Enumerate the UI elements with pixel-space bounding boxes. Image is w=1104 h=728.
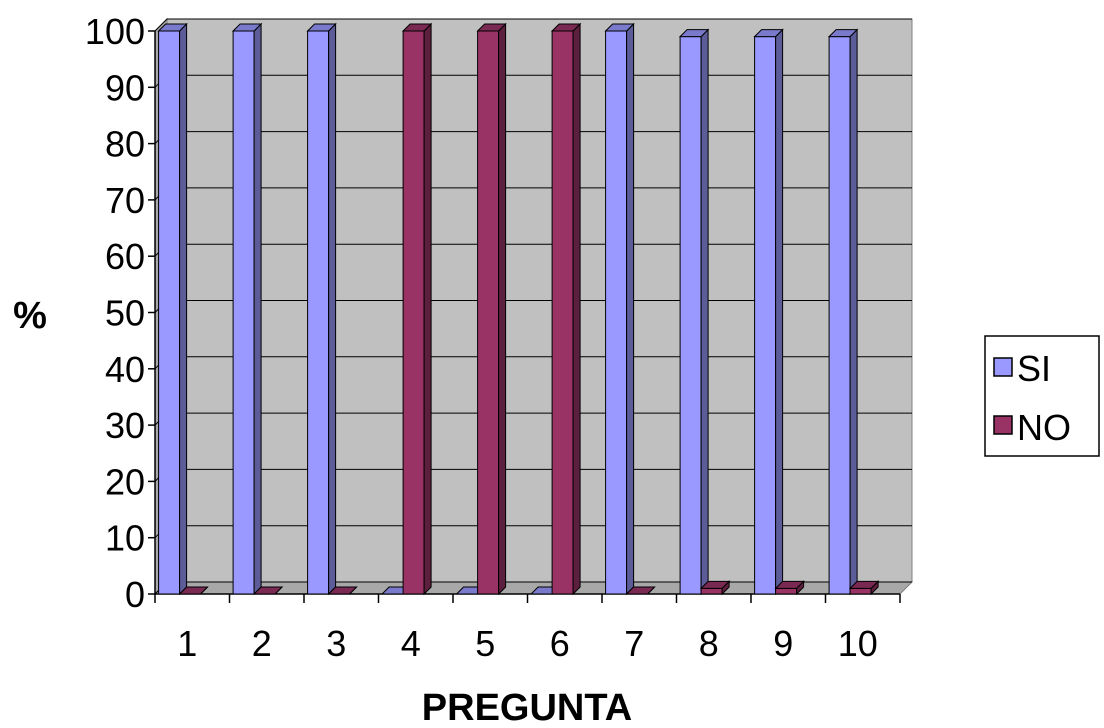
bar-no-7 (625, 586, 656, 595)
bar-top (327, 586, 358, 595)
bar-top (252, 586, 284, 595)
bar-front (679, 36, 702, 595)
x-tick-label: 6 (550, 623, 570, 664)
y-tick-label: 40 (105, 349, 145, 390)
x-tick-label: 7 (624, 623, 644, 664)
bar-front (849, 587, 872, 595)
legend-swatch-si (993, 357, 1013, 377)
y-tick-label: 70 (105, 180, 145, 221)
legend-box (984, 335, 1100, 457)
legend: SI NO (984, 335, 1100, 457)
bar-no-8 (699, 580, 731, 596)
bar-side (179, 22, 188, 596)
x-tick-label: 8 (699, 623, 719, 664)
legend-swatch-no (993, 415, 1013, 435)
bars (157, 22, 880, 596)
x-tick-label: 2 (252, 623, 272, 664)
bar-side (775, 28, 784, 596)
y-tick-label: 0 (125, 574, 145, 615)
bar-front (232, 30, 255, 595)
y-tick-label: 100 (85, 11, 145, 52)
bar-no-2 (252, 586, 284, 595)
bar-si-10 (827, 28, 859, 596)
y-tick-label: 20 (105, 461, 145, 502)
bar-top (178, 586, 209, 595)
bar-top (157, 23, 188, 32)
plot-area (153, 17, 914, 596)
x-tick-label: 4 (401, 623, 421, 664)
bar-top (550, 23, 582, 32)
x-tick-label: 5 (475, 623, 495, 664)
bar-top (476, 23, 507, 32)
y-tick-label: 80 (105, 124, 145, 165)
x-axis-title: PREGUNTA (422, 687, 632, 728)
bar-front (700, 587, 723, 595)
x-tick-label: 9 (773, 623, 793, 664)
bar-si-2 (231, 22, 263, 596)
bar-no-10 (848, 580, 880, 596)
x-tick-label: 3 (326, 623, 346, 664)
legend-label-si: SI (1017, 348, 1051, 389)
bar-si-8 (678, 28, 710, 596)
y-tick-labels: 0 10 20 30 40 50 60 70 80 90 100 (85, 11, 145, 615)
bar-front (754, 36, 777, 595)
bar-top (231, 23, 263, 32)
bar-si-9 (753, 28, 784, 596)
bar-no-6 (550, 22, 582, 596)
y-tick-label: 10 (105, 518, 145, 559)
bar-front (158, 30, 181, 595)
legend-label-no: NO (1017, 407, 1071, 448)
bar-side (423, 22, 432, 596)
bar-top (625, 586, 656, 595)
y-tick-label: 30 (105, 405, 145, 446)
bar-no-1 (178, 586, 209, 595)
bar-side (328, 22, 337, 596)
y-tick-label: 50 (105, 293, 145, 334)
bar-top (753, 29, 784, 38)
x-tick-label: 1 (177, 623, 197, 664)
bar-si-3 (306, 22, 337, 596)
bar-front (828, 36, 851, 595)
bar-side (572, 22, 581, 596)
bar-front (775, 587, 798, 595)
gridline (154, 18, 912, 32)
bar-front (551, 30, 574, 595)
bar-top (848, 580, 880, 589)
bar-no-3 (327, 586, 358, 595)
bar-side (849, 28, 858, 596)
bar-front (605, 30, 628, 595)
x-tick-labels: 1 2 3 4 5 6 7 8 9 10 (177, 623, 878, 664)
y-axis-title: % (13, 295, 47, 337)
bar-top (306, 23, 337, 32)
bar-top (678, 29, 710, 38)
bar-side (626, 22, 635, 596)
bar-si-1 (157, 22, 188, 596)
bar-front (402, 30, 425, 595)
bar-top (401, 23, 433, 32)
bar-top (774, 580, 805, 589)
bar-top (699, 580, 731, 589)
bar-side (498, 22, 507, 596)
bar-no-9 (774, 580, 805, 596)
bar-no-4 (401, 22, 433, 596)
x-tick-label: 10 (838, 623, 878, 664)
y-tick-label: 60 (105, 236, 145, 277)
bar-top (604, 23, 635, 32)
bar-si-7 (604, 22, 635, 596)
bar-side (253, 22, 262, 596)
bar-no-5 (476, 22, 507, 596)
bar-side (700, 28, 709, 596)
bar-top (827, 29, 859, 38)
bar-front (477, 30, 500, 595)
bar-front (307, 30, 330, 595)
y-tick-label: 90 (105, 67, 145, 108)
